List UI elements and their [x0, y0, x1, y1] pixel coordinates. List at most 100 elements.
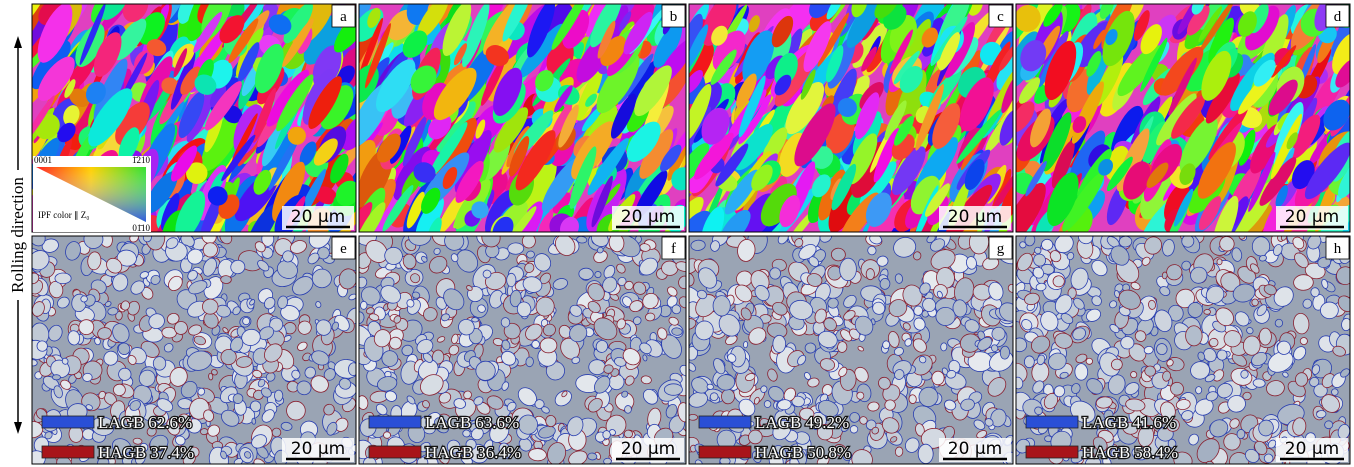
- grain: [713, 295, 731, 316]
- grain: [624, 405, 631, 413]
- grain: [936, 307, 956, 325]
- grain: [839, 258, 857, 281]
- grain: [1209, 338, 1219, 347]
- ipf-key: 0001 1̄210 01̄10 IPF color ∥ Z₀: [33, 155, 151, 233]
- legend-value: 58.4%: [1134, 443, 1178, 462]
- scale-bar-label: 20 μm: [1285, 207, 1339, 227]
- grain: [1162, 272, 1168, 279]
- grain: [526, 357, 534, 367]
- grain: [1259, 328, 1271, 345]
- grain: [1119, 236, 1132, 248]
- legend-swatch: [1026, 446, 1078, 458]
- grain: [589, 360, 606, 375]
- grain: [770, 268, 781, 280]
- ipf-corner: 01̄10: [132, 223, 150, 233]
- legend-name: LAGB: [1082, 413, 1128, 432]
- grain: [507, 273, 517, 287]
- grain: [882, 340, 890, 349]
- grain: [1320, 302, 1338, 319]
- grain: [587, 453, 597, 461]
- grain: [764, 400, 771, 407]
- grain: [274, 390, 282, 401]
- panel-label: d: [1334, 9, 1342, 25]
- legend-value: 62.6%: [148, 413, 192, 432]
- grain: [664, 384, 682, 396]
- micrograph: [21, 222, 365, 467]
- grain: [1086, 358, 1093, 365]
- legend-name: HAGB: [425, 443, 473, 462]
- grain: [52, 375, 60, 380]
- legend-name: HAGB: [98, 443, 146, 462]
- grain: [252, 418, 256, 424]
- arrow-head: [14, 36, 22, 48]
- grain: [471, 317, 478, 322]
- grain: [885, 400, 896, 411]
- grain: [1310, 287, 1319, 297]
- grain: [383, 432, 390, 439]
- grain: [1293, 274, 1313, 290]
- panel-label: g: [997, 241, 1005, 257]
- legend-text: HAGB37.4%: [98, 443, 194, 462]
- grain: [688, 414, 698, 420]
- grain: [866, 269, 874, 280]
- legend-value: 50.8%: [807, 443, 851, 462]
- grain: [1237, 429, 1245, 439]
- grain: [220, 275, 231, 284]
- micrograph: [347, 225, 698, 467]
- grain: [348, 363, 359, 376]
- legend-text: HAGB58.4%: [1082, 443, 1178, 462]
- legend-swatch: [699, 446, 751, 458]
- legend-value: 41.6%: [1132, 413, 1176, 432]
- ipf-caption: IPF color ∥ Z₀: [38, 210, 89, 220]
- grain: [1041, 239, 1053, 251]
- legend-name: LAGB: [98, 413, 144, 432]
- grain: [773, 335, 786, 352]
- ipf-corner: 1̄210: [132, 155, 151, 165]
- legend-swatch: [369, 416, 421, 428]
- legend-value: 63.6%: [475, 413, 519, 432]
- grain: [918, 444, 933, 464]
- axis-label: Rolling direction: [8, 177, 27, 293]
- grain: [113, 384, 125, 396]
- micrograph: [1003, 224, 1354, 467]
- legend-value: 36.4%: [477, 443, 521, 462]
- panel-label: f: [671, 241, 676, 257]
- legend-swatch: [699, 416, 751, 428]
- grain: [805, 343, 816, 354]
- legend-name: LAGB: [425, 413, 471, 432]
- grain: [603, 431, 611, 439]
- legend-name: HAGB: [755, 443, 803, 462]
- panel-label: c: [997, 9, 1004, 25]
- scale-bar-label: 20 μm: [621, 439, 675, 459]
- scale-bar-label: 20 μm: [948, 207, 1002, 227]
- grain: [360, 301, 367, 310]
- grain: [1024, 356, 1034, 368]
- legend-swatch: [1026, 416, 1078, 428]
- grain: [1217, 259, 1222, 265]
- panel-label: b: [670, 9, 678, 25]
- grain: [707, 384, 714, 390]
- grain: [1075, 363, 1088, 380]
- panel-label: a: [340, 9, 347, 25]
- grain: [1185, 326, 1202, 347]
- grain: [743, 341, 748, 348]
- grain: [80, 295, 88, 302]
- legend-text: HAGB36.4%: [425, 443, 521, 462]
- grain: [153, 356, 166, 370]
- grain: [507, 242, 524, 254]
- grain: [1195, 386, 1202, 394]
- panel-label: h: [1334, 241, 1342, 257]
- ipf-corner: 0001: [34, 155, 52, 165]
- grain: [914, 306, 923, 316]
- legend-value: 37.4%: [150, 443, 194, 462]
- grain: [29, 360, 37, 367]
- grain: [579, 268, 594, 280]
- scale-bar-label: 20 μm: [948, 439, 1002, 459]
- grain: [1188, 302, 1203, 317]
- legend-swatch: [42, 416, 94, 428]
- scale-bar-label: 20 μm: [291, 439, 345, 459]
- grain: [932, 371, 945, 385]
- scale-bar-label: 20 μm: [1285, 439, 1339, 459]
- scale-bar-label: 20 μm: [291, 207, 345, 227]
